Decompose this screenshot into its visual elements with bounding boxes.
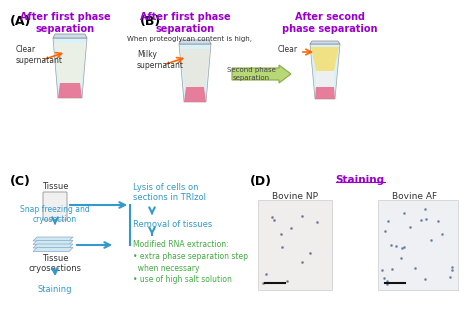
Text: Staining: Staining	[38, 285, 72, 294]
FancyBboxPatch shape	[378, 200, 458, 290]
Polygon shape	[53, 34, 87, 38]
Polygon shape	[316, 71, 334, 87]
Text: (D): (D)	[250, 175, 272, 188]
Text: After first phase
separation: After first phase separation	[140, 12, 230, 34]
Text: Modified RNA extraction:
• extra phase separation step
  when necessary
• use of: Modified RNA extraction: • extra phase s…	[133, 240, 248, 284]
Text: Milky
supernatant: Milky supernatant	[137, 50, 184, 70]
Polygon shape	[33, 237, 73, 241]
Text: Bovine AF: Bovine AF	[392, 192, 438, 201]
Text: Clear
supernatant: Clear supernatant	[16, 45, 63, 65]
Text: Tissue: Tissue	[42, 182, 68, 191]
Text: Snap freezing and
cryosection: Snap freezing and cryosection	[20, 205, 90, 224]
FancyBboxPatch shape	[43, 192, 67, 220]
Text: Tissue
cryosections: Tissue cryosections	[28, 254, 82, 274]
Polygon shape	[315, 87, 335, 99]
Polygon shape	[33, 244, 73, 248]
Polygon shape	[179, 44, 211, 102]
Text: When proteoglycan content is high,: When proteoglycan content is high,	[128, 36, 253, 42]
Polygon shape	[58, 83, 82, 98]
Text: After first phase
separation: After first phase separation	[20, 12, 110, 34]
Polygon shape	[311, 47, 339, 71]
Text: (C): (C)	[10, 175, 31, 188]
Polygon shape	[184, 87, 206, 102]
Polygon shape	[33, 247, 73, 252]
Polygon shape	[310, 44, 340, 99]
FancyBboxPatch shape	[258, 200, 332, 290]
Text: Removal of tissues: Removal of tissues	[133, 220, 212, 229]
Text: Staining: Staining	[336, 175, 384, 185]
Text: (A): (A)	[10, 15, 31, 28]
Polygon shape	[33, 240, 73, 244]
FancyArrow shape	[232, 65, 291, 83]
Polygon shape	[310, 41, 340, 44]
Text: Lysis of cells on
sections in TRIzol: Lysis of cells on sections in TRIzol	[133, 183, 206, 202]
Text: (B): (B)	[140, 15, 161, 28]
Text: Bovine NP: Bovine NP	[272, 192, 318, 201]
Polygon shape	[54, 43, 86, 83]
Text: Second phase
separation: Second phase separation	[227, 67, 275, 81]
Text: Clear: Clear	[278, 45, 298, 54]
Text: After second
phase separation: After second phase separation	[282, 12, 378, 34]
Polygon shape	[179, 40, 211, 44]
Polygon shape	[180, 49, 210, 87]
Polygon shape	[53, 38, 87, 98]
